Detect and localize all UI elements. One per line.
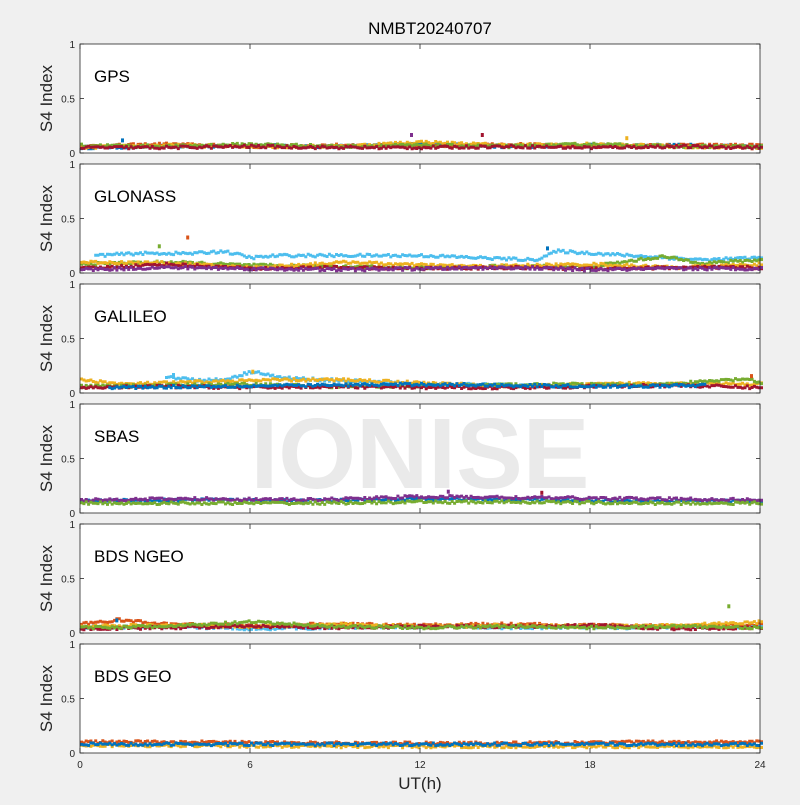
peak-marker (121, 138, 124, 143)
y-tick-label: 1 (69, 640, 75, 651)
peak-marker (157, 244, 161, 249)
panel-galileo: 0 0.5 1 S4 Index GALILEO (37, 280, 763, 400)
panel-sbas: 0 0.5 1 S4 Index SBAS (37, 400, 763, 520)
x-axis-label: UT(h) (398, 774, 441, 793)
axes-background (80, 404, 760, 513)
y-axis-label: S4 Index (37, 544, 56, 612)
peak-marker (186, 235, 190, 240)
peak-marker (750, 374, 753, 379)
data-markers (80, 369, 763, 391)
y-tick-label: 1 (69, 520, 75, 531)
data-markers (80, 133, 763, 151)
axes-background (80, 284, 760, 393)
y-tick-label: 0 (69, 389, 75, 400)
data-markers (80, 739, 763, 750)
x-tick-label: 6 (247, 760, 253, 771)
data-markers (80, 235, 763, 273)
y-tick-label: 0 (69, 149, 75, 160)
peak-marker (480, 133, 484, 137)
data-markers (80, 604, 763, 632)
y-tick-label: 0.5 (61, 95, 75, 106)
constellation-label: GLONASS (94, 187, 176, 206)
data-series (108, 381, 707, 391)
constellation-label: GALILEO (94, 307, 167, 326)
axes-background (80, 524, 760, 633)
panel-bds-geo: 0 0.5 1 0 6 12 18 24 S4 Index BDS GEO (37, 640, 766, 771)
y-tick-label: 1 (69, 280, 75, 291)
y-axis-label: S4 Index (37, 64, 56, 132)
y-tick-label: 0 (69, 269, 75, 280)
y-tick-label: 1 (69, 160, 75, 171)
figure-title: NMBT20240707 (368, 19, 492, 38)
watermark: IONISE (251, 398, 590, 510)
peak-marker (172, 373, 175, 377)
peak-marker (546, 246, 549, 251)
y-tick-label: 1 (69, 400, 75, 411)
panel-gps: 0 0.5 1 S4 Index GPS (37, 40, 763, 160)
y-axis-label: S4 Index (37, 664, 56, 732)
y-axis-label: S4 Index (37, 184, 56, 252)
y-axis-label: S4 Index (37, 424, 56, 492)
y-tick-label: 0.5 (61, 695, 75, 706)
constellation-label: BDS NGEO (94, 547, 184, 566)
panels: 0 0.5 1 S4 Index GPS 0 0.5 1 S4 Index GLONASS 0 0.5… (37, 40, 766, 771)
x-tick-label: 0 (77, 760, 83, 771)
data-series (80, 265, 763, 273)
y-axis-label: S4 Index (37, 304, 56, 372)
constellation-label: GPS (94, 67, 130, 86)
y-tick-label: 0.5 (61, 335, 75, 346)
data-series (80, 741, 763, 748)
x-tick-label: 18 (584, 760, 596, 771)
peak-marker (727, 604, 731, 609)
constellation-label: SBAS (94, 427, 139, 446)
peak-marker (625, 136, 629, 141)
data-markers (80, 489, 763, 506)
peak-marker (410, 133, 413, 137)
x-tick-label: 24 (754, 760, 766, 771)
peak-marker (446, 489, 450, 494)
axes-background (80, 644, 760, 753)
peak-marker (115, 618, 119, 623)
y-tick-label: 0 (69, 509, 75, 520)
x-tick-label: 12 (414, 760, 426, 771)
data-series (80, 499, 763, 506)
y-tick-label: 0.5 (61, 455, 75, 466)
data-series (80, 494, 763, 503)
y-tick-label: 1 (69, 40, 75, 51)
peak-marker (540, 490, 544, 495)
peak-marker (251, 369, 255, 374)
y-tick-label: 0 (69, 749, 75, 760)
data-series (80, 619, 763, 631)
y-tick-label: 0 (69, 629, 75, 640)
panel-bds-ngeo: 0 0.5 1 S4 Index BDS NGEO (37, 520, 763, 640)
y-tick-label: 0.5 (61, 215, 75, 226)
y-tick-label: 0.5 (61, 575, 75, 586)
constellation-label: BDS GEO (94, 667, 171, 686)
axes-background (80, 44, 760, 153)
panel-glonass: 0 0.5 1 S4 Index GLONASS (37, 160, 763, 280)
data-series (80, 143, 763, 151)
